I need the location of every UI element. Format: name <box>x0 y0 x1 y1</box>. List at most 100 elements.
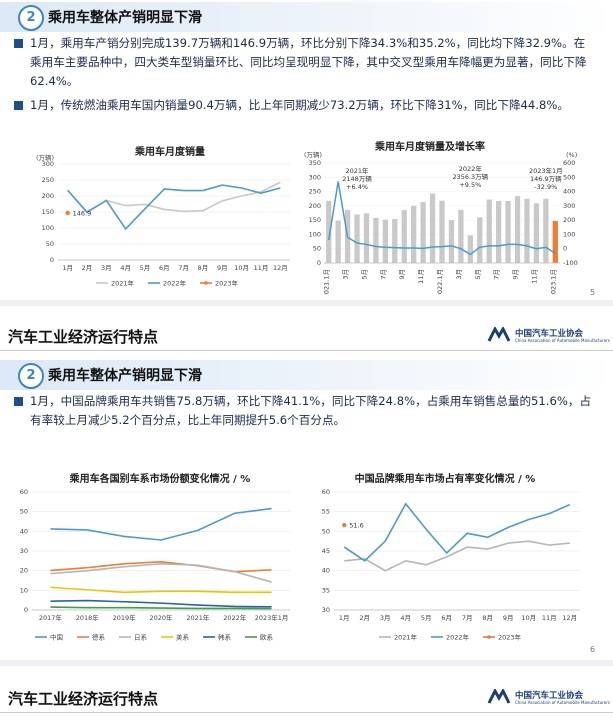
series-line <box>50 586 272 594</box>
x-tick-label: 5月 <box>140 264 151 272</box>
caam-logo-icon <box>487 327 511 342</box>
y-left-tick-label: 250 <box>309 188 321 196</box>
x-tick-label: 4月 <box>400 614 411 622</box>
bar <box>382 219 389 263</box>
y-tick-label: 55 <box>322 508 330 516</box>
y-left-tick-label: 50 <box>313 245 321 253</box>
chart2-title: 乘用车月度销量及增长率 <box>375 142 485 153</box>
legend-label: 2021年 <box>111 279 135 288</box>
y-tick-label: 50 <box>46 240 54 248</box>
bullet-square-icon <box>14 101 23 110</box>
x-tick-label: 12月 <box>273 264 288 272</box>
x-tick-label: 2021.1月 <box>323 269 331 295</box>
bar <box>486 199 492 263</box>
x-tick-label: 11月 <box>417 269 425 284</box>
x-tick-label: 9月 <box>217 264 228 272</box>
bullet-text: 1月，传统燃油乘用车国内销量90.4万辆，比上年同期减少73.2万辆，环比下降3… <box>30 98 569 112</box>
bullet-text: 1月，中国品牌乘用车共销售75.8万辆，环比下降41.1%，同比下降24.8%，… <box>30 394 592 427</box>
bar <box>326 200 332 263</box>
x-tick-label: 2022年 <box>223 613 247 622</box>
slide1-bullet-2: 1月，传统燃油乘用车国内销量90.4万辆，比上年同期减少73.2万辆，环比下降3… <box>14 96 594 115</box>
y-right-tick-label: 500 <box>563 173 575 181</box>
x-tick-label: 2017年 <box>39 613 63 622</box>
bullet-square-icon <box>14 39 23 48</box>
legend-label: 欧系 <box>260 633 274 642</box>
series-line <box>343 502 571 562</box>
y-tick-label: 40 <box>322 567 330 575</box>
annotation-value: 146.9万辆 <box>530 174 562 183</box>
section-bar-title: 汽车工业经济运行特点 <box>8 690 159 708</box>
annotation-title: 2022年 <box>459 164 483 173</box>
bar <box>533 203 540 263</box>
bar <box>392 219 398 263</box>
y-tick-label: 10 <box>20 586 28 594</box>
slide-divider <box>0 300 613 306</box>
bar <box>420 202 426 263</box>
legend-label: 韩系 <box>218 633 232 642</box>
y-right-tick-label: -100 <box>563 259 578 267</box>
y-left-tick-label: 0 <box>317 259 321 267</box>
bar <box>495 201 502 263</box>
x-tick-label: 4月 <box>120 264 131 272</box>
series-line <box>67 181 281 214</box>
series-line <box>50 599 272 608</box>
annotation-growth: +6.4% <box>346 183 368 191</box>
x-tick-label: 3月 <box>380 614 391 622</box>
x-tick-label: 2023.1月 <box>549 269 557 295</box>
x-tick-label: 6月 <box>441 614 452 622</box>
x-tick-label: 8月 <box>198 264 209 272</box>
x-tick-label: 7月 <box>493 269 501 280</box>
x-tick-label: 2018年 <box>76 613 100 622</box>
y-tick-label: 40 <box>20 527 28 535</box>
y-tick-label: 20 <box>20 567 28 575</box>
x-tick-label: 2月 <box>359 614 370 622</box>
logo-chinese: 中国汽车工业协会 <box>515 691 584 701</box>
bar <box>505 201 511 263</box>
y-left-tick-label: 350 <box>309 159 321 167</box>
y-tick-label: 30 <box>20 547 28 555</box>
legend-marker <box>204 281 208 285</box>
annotation-title: 2023年1月 <box>529 166 563 175</box>
x-tick-label: 7月 <box>178 264 189 272</box>
y-tick-label: 100 <box>42 224 54 232</box>
y-tick-label: 30 <box>322 606 330 614</box>
data-point <box>342 522 347 528</box>
slide1-header: 2 乘用车整体产销明显下滑 <box>0 2 613 32</box>
x-tick-label: 11月 <box>254 264 269 272</box>
y-tick-label: 50 <box>20 508 28 516</box>
chart2-bar-line-chart: 0 50 100 150 200 250 300 350 -100 0 100 200 300 400 50… <box>304 150 578 295</box>
bar <box>373 217 379 263</box>
y-tick-label: 300 <box>42 160 54 168</box>
y-tick-label: 50 <box>322 527 330 535</box>
y-tick-label: 250 <box>42 176 54 184</box>
x-tick-label: 1月 <box>62 264 73 272</box>
legend-label: 中国 <box>50 633 63 642</box>
legend-label: 德系 <box>92 633 106 642</box>
slide1-bullet-1: 1月，乘用车产销分别完成139.7万辆和146.9万辆，环比分别下降34.3%和… <box>14 34 594 91</box>
y-tick-label: 200 <box>42 192 54 200</box>
slide-divider <box>0 660 613 666</box>
x-tick-label: 5月 <box>421 614 432 622</box>
y-tick-label: 60 <box>20 488 28 496</box>
x-tick-label: 5月 <box>474 269 482 280</box>
y-right-tick-label: 600 <box>563 159 575 167</box>
logo-english: China Association of Automobile Manufact… <box>515 338 610 343</box>
growth-line <box>327 181 556 256</box>
x-tick-label: 9月 <box>398 269 406 280</box>
annotation-value: 2148万辆 <box>342 174 372 183</box>
section-bar-title: 汽车工业经济运行特点 <box>8 328 159 346</box>
legend-label: 2022年 <box>446 633 470 642</box>
bar <box>467 235 473 263</box>
bar <box>411 205 417 263</box>
x-tick-label: 2月 <box>82 264 93 272</box>
x-tick-label: 2020年 <box>149 613 173 622</box>
x-tick-label: 3月 <box>455 269 463 280</box>
x-tick-label: 3月 <box>342 269 350 280</box>
bullet-square-icon <box>14 397 23 406</box>
legend-label: 2021年 <box>394 633 418 642</box>
bullet-text: 1月，乘用车产销分别完成139.7万辆和146.9万辆，环比分别下降34.3%和… <box>30 36 587 88</box>
bar <box>458 209 464 263</box>
y-left-tick-label: 150 <box>309 216 321 224</box>
annotation-growth: -32.9% <box>534 183 557 191</box>
